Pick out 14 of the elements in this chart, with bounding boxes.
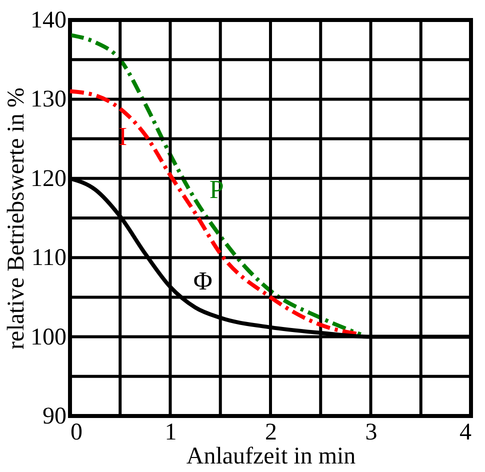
y-tick-label: 110 bbox=[31, 245, 66, 272]
x-tick-label: 0 bbox=[70, 420, 82, 446]
x-tick-label: 1 bbox=[164, 420, 177, 446]
x-tick-label: 4 bbox=[460, 420, 472, 446]
y-tick-label: 130 bbox=[30, 86, 66, 113]
y-tick-label: 100 bbox=[30, 324, 66, 350]
x-tick-label: 2 bbox=[265, 420, 277, 446]
series-label: Φ bbox=[193, 266, 212, 296]
x-axis-title: Anlaufzeit in min bbox=[186, 444, 356, 470]
y-tick-label: 140 bbox=[30, 8, 66, 34]
x-tick-label: 3 bbox=[365, 420, 378, 446]
y-tick-label: 90 bbox=[42, 404, 66, 430]
y-tick-label: 120 bbox=[30, 166, 66, 192]
y-axis-title: relative Betriebswerte in % bbox=[4, 88, 30, 350]
